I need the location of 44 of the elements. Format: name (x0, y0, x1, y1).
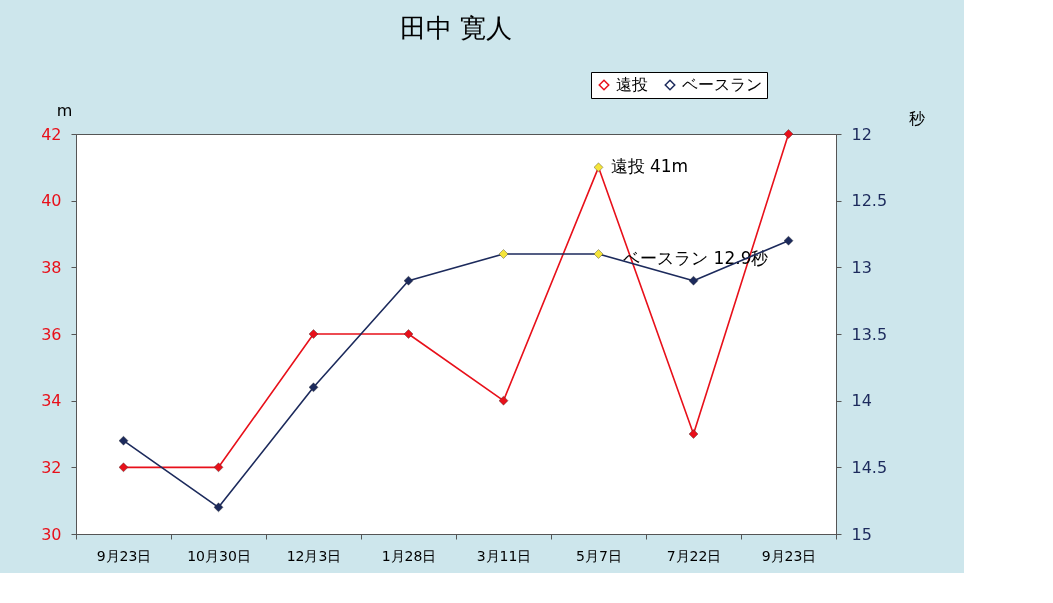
x-tick-label: 10月30日 (187, 547, 251, 564)
point (403, 329, 414, 339)
point (308, 382, 319, 393)
point (593, 249, 604, 259)
point (118, 462, 129, 473)
point (308, 329, 319, 339)
x-tick-label: 5月7日 (576, 547, 622, 564)
point (213, 462, 224, 473)
point (688, 429, 699, 439)
point (118, 435, 129, 446)
point (498, 249, 509, 259)
x-tick-label: 7月22日 (666, 547, 722, 564)
point (688, 275, 699, 286)
y-tick-label: 38 (41, 257, 62, 277)
x-tick-label: 9月23日 (96, 547, 152, 564)
y2-axis-title: 秒 (908, 108, 925, 128)
x-tick-label: 1月28日 (381, 547, 437, 564)
point (403, 275, 414, 286)
y2-tick-label: 13.5 (851, 324, 888, 344)
legend-label: 遠投 (616, 75, 648, 94)
chart-title: 田中 寛人 (399, 12, 513, 43)
y-tick-label: 40 (41, 191, 62, 211)
y-tick-label: 34 (41, 391, 62, 411)
y-tick-label: 36 (41, 324, 62, 344)
y2-tick-label: 14 (851, 391, 872, 411)
annotation: 遠投 41m (610, 156, 689, 177)
x-tick-label: 3月11日 (476, 547, 532, 564)
point (213, 502, 224, 513)
point (593, 162, 604, 173)
y-tick-label: 32 (41, 457, 62, 477)
y2-tick-label: 12.5 (851, 191, 888, 211)
y2-tick-label: 14.5 (851, 457, 888, 477)
point (783, 235, 794, 246)
y2-tick-label: 13 (851, 257, 872, 277)
y2-tick-label: 15 (851, 524, 872, 544)
x-tick-label: 9月23日 (761, 547, 817, 564)
point (498, 395, 509, 406)
y-tick-label: 30 (41, 524, 62, 544)
point (783, 129, 794, 139)
y-axis-title: m (56, 100, 73, 120)
legend-label: ベースラン (682, 75, 762, 94)
y2-tick-label: 12 (851, 124, 872, 144)
y-tick-label: 42 (41, 124, 62, 144)
x-tick-label: 12月3日 (286, 547, 342, 564)
